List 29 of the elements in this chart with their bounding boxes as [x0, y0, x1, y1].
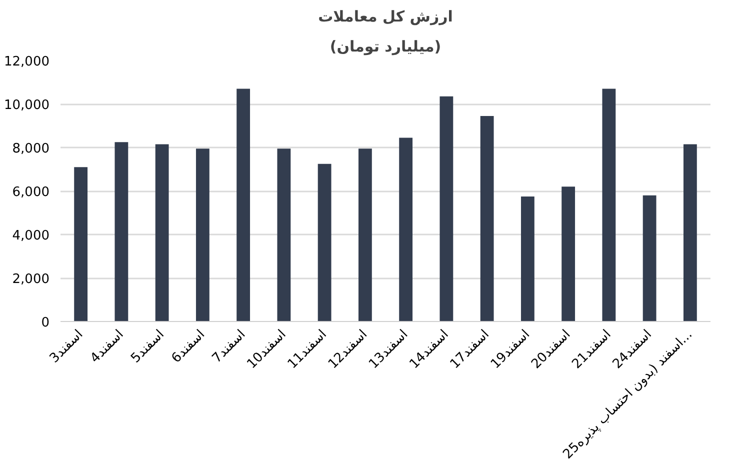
bar: [562, 186, 576, 322]
y-tick-label: 12,000: [4, 54, 50, 70]
x-tick-label: 6اسفند: [169, 327, 208, 366]
chart-subtitle: (میلیارد تومان): [330, 38, 442, 56]
y-tick-label: 10,000: [4, 98, 50, 113]
bar: [196, 148, 210, 322]
bar: [114, 142, 128, 322]
bar: [520, 196, 534, 322]
bar: [480, 116, 494, 322]
bar: [399, 138, 413, 322]
y-tick-label: 0: [41, 316, 50, 330]
chart-title: ارزش کل معاملات: [318, 8, 453, 26]
bar: [602, 88, 616, 322]
bar: [155, 144, 169, 322]
x-tick-label: 3اسفند: [47, 327, 86, 366]
y-tick-label: 6,000: [12, 185, 50, 200]
bar: [642, 195, 656, 322]
bar: [236, 88, 250, 322]
y-tick-label: 4,000: [12, 228, 50, 244]
x-tick-label: 5اسفند: [128, 327, 168, 366]
bar: [74, 167, 88, 322]
y-tick-label: 2,000: [12, 272, 50, 287]
bar: [277, 148, 291, 322]
bar: [318, 164, 332, 322]
bar: [358, 148, 372, 322]
bar: [683, 144, 697, 322]
x-tick-label: 4اسفند: [88, 327, 127, 366]
bar: [440, 96, 454, 322]
y-tick-label: 8,000: [12, 142, 50, 156]
